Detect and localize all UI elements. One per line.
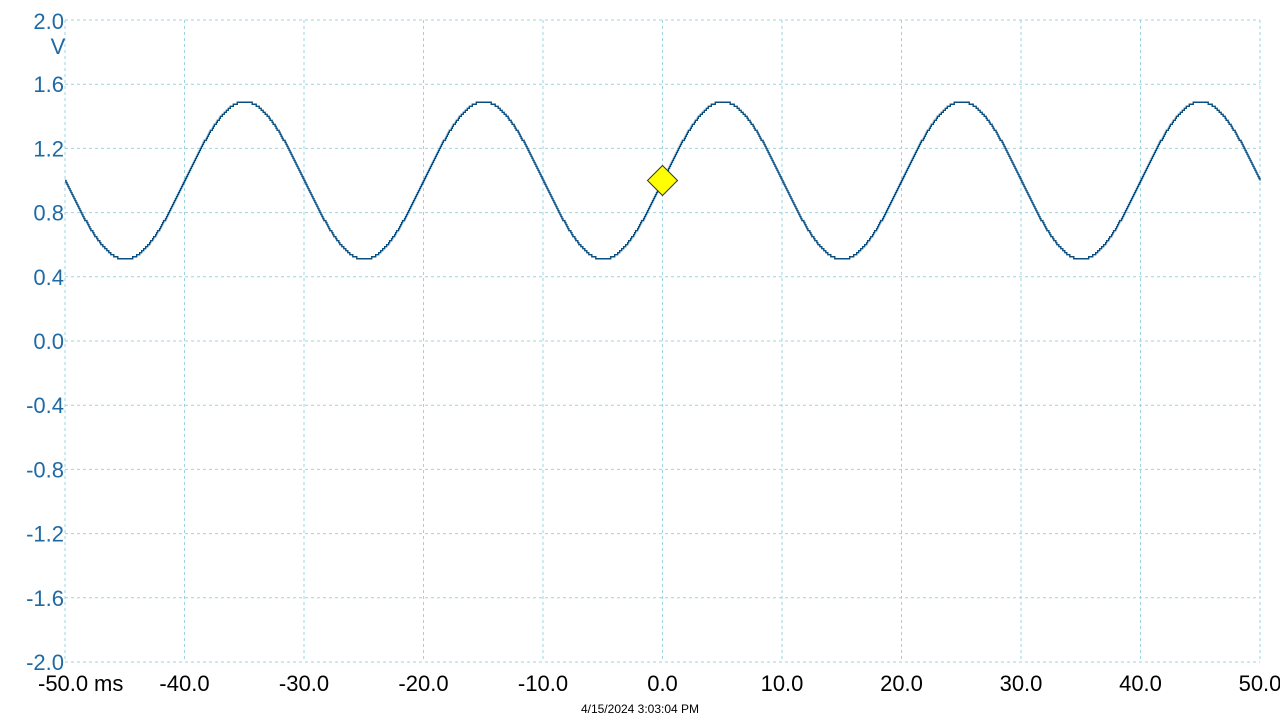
y-tick-label: 0.8 bbox=[33, 201, 64, 226]
x-tick-label: 20.0 bbox=[880, 671, 923, 696]
y-axis-tick-labels: 2.0 1.6 1.2 0.8 0.4 0.0 -0.4 -0.8 -1.2 -1.6 -2.0 bbox=[26, 9, 64, 675]
y-tick-label: -1.6 bbox=[26, 586, 64, 611]
x-tick-label: 40.0 bbox=[1119, 671, 1162, 696]
trigger-marker-diamond[interactable] bbox=[646, 164, 679, 197]
x-tick-label: 10.0 bbox=[761, 671, 804, 696]
y-tick-label: 2.0 bbox=[33, 9, 64, 34]
grid-lines bbox=[64, 19, 1261, 663]
capture-timestamp: 4/15/2024 3:03:04 PM bbox=[580, 702, 700, 716]
x-tick-label: 50.0 bbox=[1239, 671, 1280, 696]
y-tick-label: -0.4 bbox=[26, 393, 64, 418]
x-tick-label: 30.0 bbox=[1000, 671, 1043, 696]
y-tick-label: 0.4 bbox=[33, 265, 64, 290]
x-tick-label: -10.0 bbox=[518, 671, 568, 696]
y-tick-label: -2.0 bbox=[26, 650, 64, 675]
x-axis-tick-labels: -50.0 -40.0 -30.0 -20.0 -10.0 0.0 10.0 20.0 30.0… bbox=[38, 671, 1280, 696]
x-tick-label: -40.0 bbox=[159, 671, 209, 696]
x-axis-unit-label: ms bbox=[94, 671, 123, 696]
y-tick-label: -0.8 bbox=[26, 457, 64, 482]
x-tick-label: 0.0 bbox=[647, 671, 678, 696]
x-tick-label: -50.0 bbox=[38, 671, 88, 696]
y-tick-label: 1.2 bbox=[33, 136, 64, 161]
x-tick-label: -20.0 bbox=[398, 671, 448, 696]
y-axis-unit-label: V bbox=[51, 34, 66, 59]
x-tick-label: -30.0 bbox=[279, 671, 329, 696]
y-tick-label: -1.2 bbox=[26, 522, 64, 547]
y-tick-label: 1.6 bbox=[33, 72, 64, 97]
y-tick-label: 0.0 bbox=[33, 329, 64, 354]
